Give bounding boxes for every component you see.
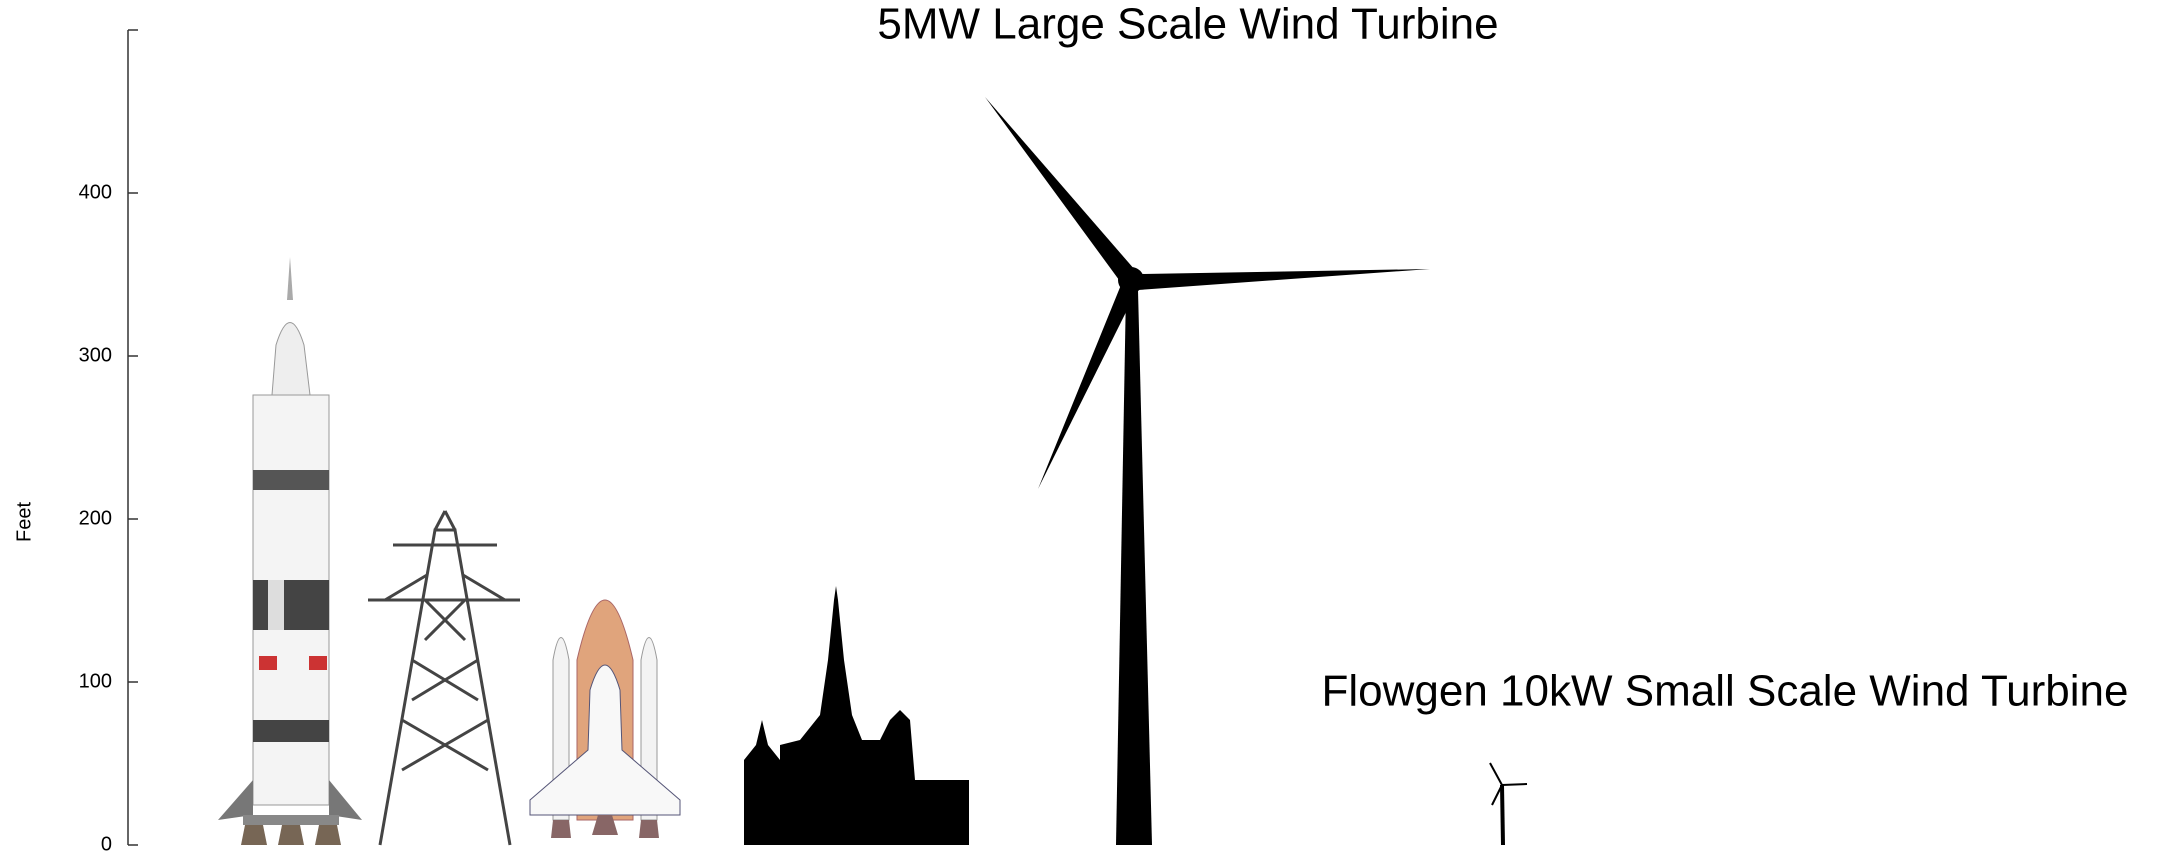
rocket — [218, 257, 362, 845]
y-tick-label: 0 — [101, 833, 112, 855]
y-axis-label: Feet — [13, 502, 35, 542]
space-shuttle — [530, 600, 680, 838]
small-wind-turbine — [1490, 763, 1527, 845]
y-tick-label: 100 — [79, 670, 112, 692]
chart: 5MW Large Scale Wind Turbine Flowgen 10k… — [0, 0, 2177, 858]
annotation: Flowgen 10kW Small Scale Wind Turbine — [1322, 667, 2129, 716]
chart-title: 5MW Large Scale Wind Turbine — [877, 0, 1498, 49]
large-wind-turbine — [985, 97, 1430, 845]
church — [744, 586, 969, 845]
y-tick-label: 300 — [79, 344, 112, 366]
y-tick-label: 400 — [79, 181, 112, 203]
pylon — [368, 511, 520, 845]
y-tick-label: 200 — [79, 507, 112, 529]
